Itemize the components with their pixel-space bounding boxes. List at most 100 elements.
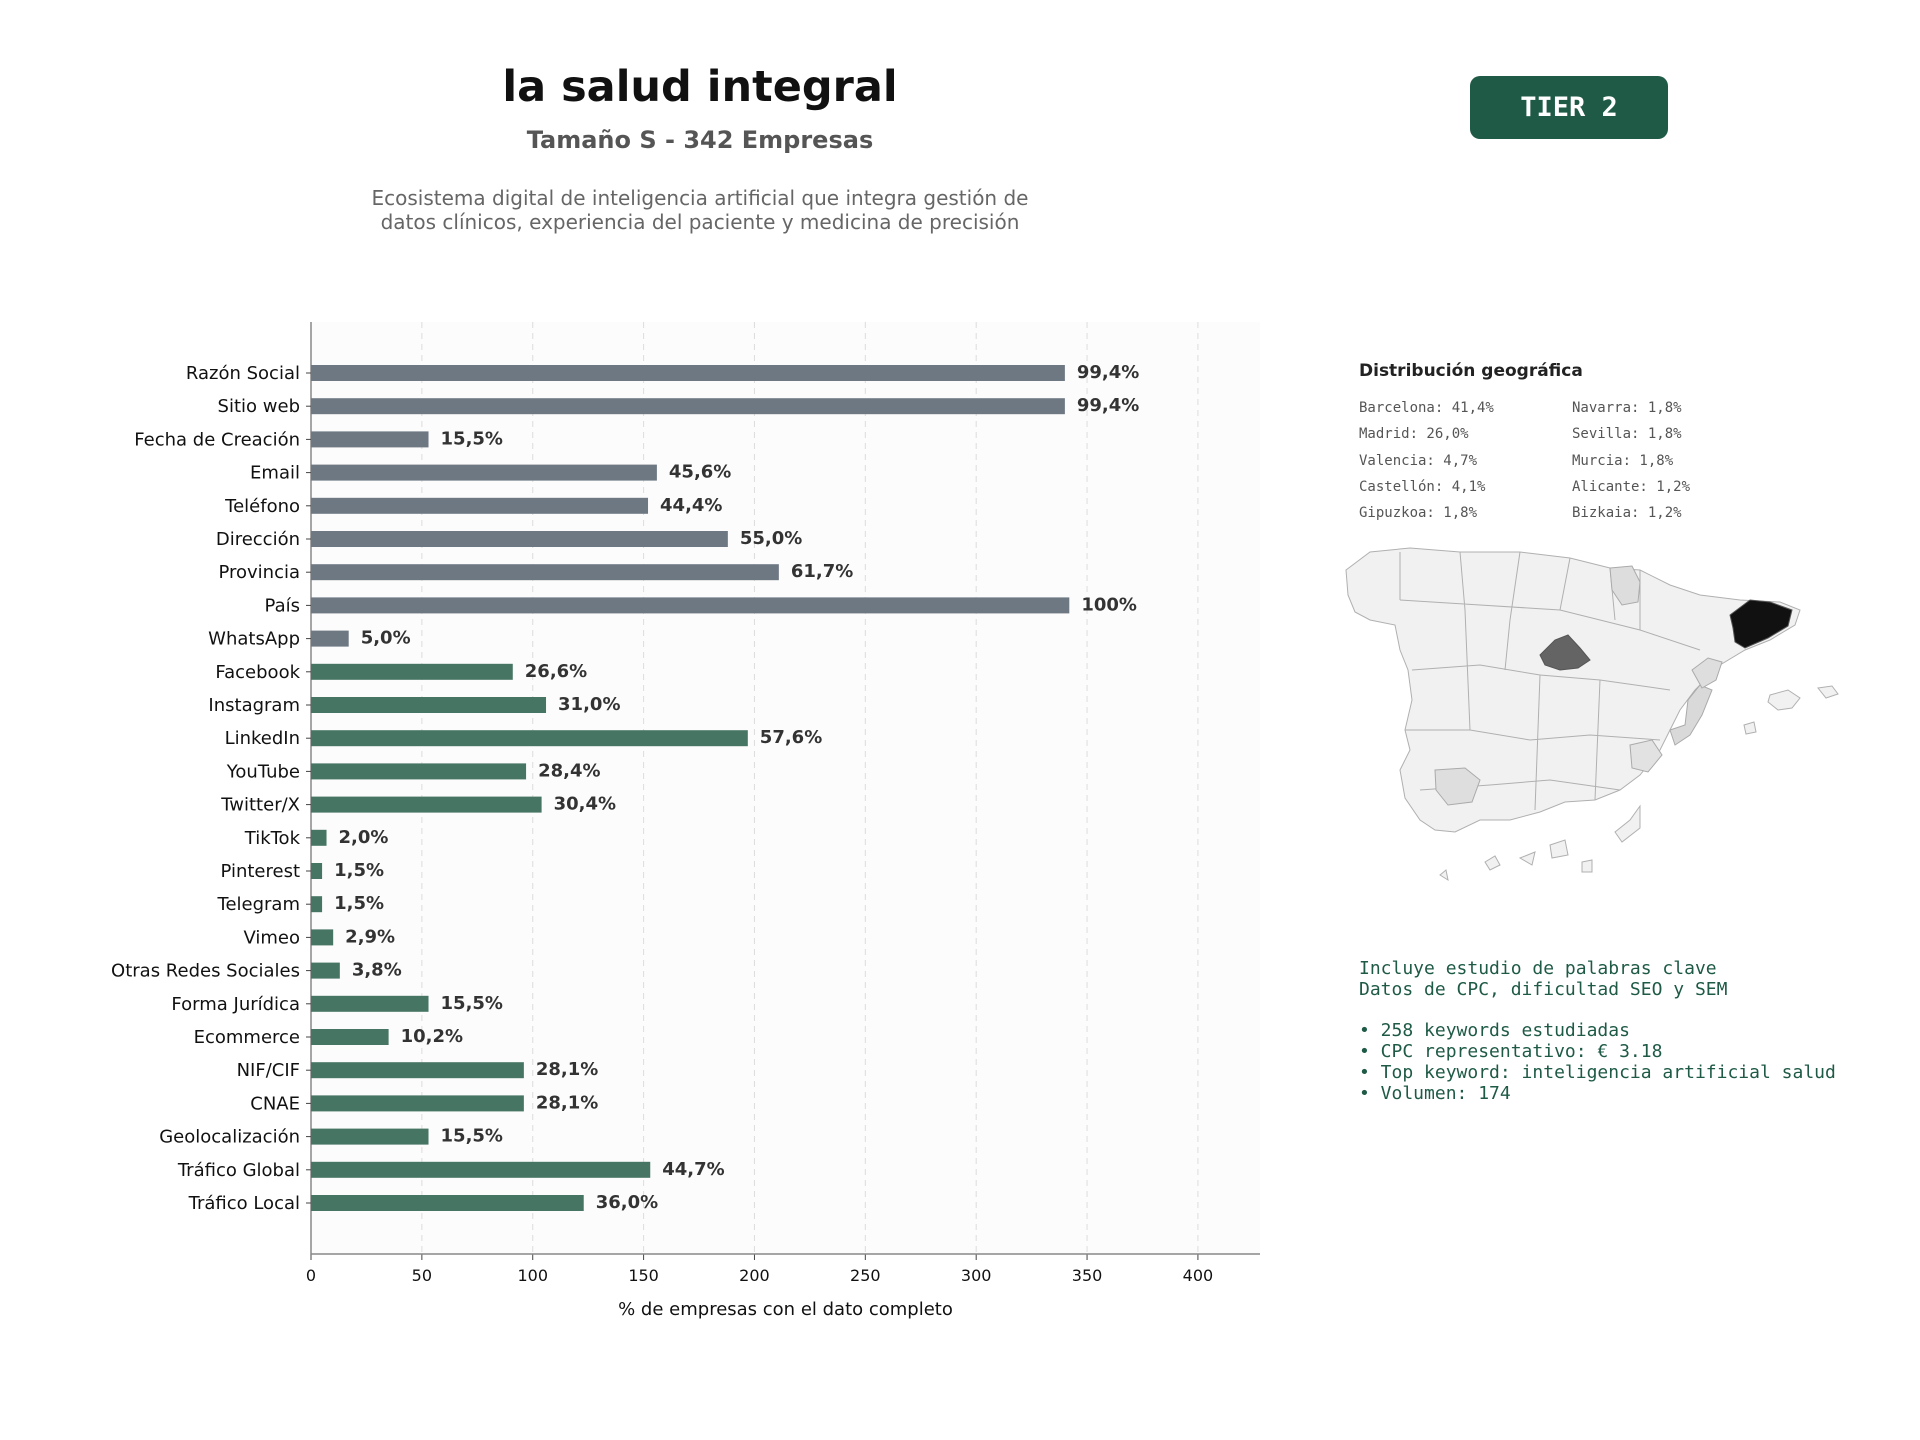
bar [311,1095,524,1112]
page-title: la salud integral [502,62,898,112]
map-region [1399,551,1701,811]
data-label: 45,6% [669,462,731,483]
category-label: Twitter/X [220,795,300,816]
x-tick-label: 0 [306,1266,316,1285]
x-axis-label: % de empresas con el dato completo [618,1299,953,1320]
map-castellon [1691,657,1723,689]
plot-area [311,322,1260,1254]
spain-map [1345,547,1839,882]
info-bullet: • Volumen: 174 [1359,1083,1511,1104]
x-tick-label: 250 [850,1266,881,1285]
bar [311,597,1070,614]
data-label: 15,5% [441,993,503,1014]
category-label: Sitio web [218,396,300,417]
geo-entry: Valencia: 4,7% [1359,452,1478,469]
category-label: Razón Social [186,363,300,384]
category-label: Tráfico Global [177,1160,300,1181]
category-label: País [265,595,300,616]
geo-list-col1: Barcelona: 41,4% Madrid: 26,0% Valencia:… [1359,399,1599,530]
data-label: 2,9% [345,926,395,947]
map-balearic [1743,685,1839,735]
bar [311,829,327,846]
data-label: 15,5% [441,1126,503,1147]
category-label: LinkedIn [225,728,300,749]
category-label: CNAE [250,1093,300,1114]
geo-entry: Barcelona: 41,4% [1359,400,1494,416]
category-label: Otras Redes Sociales [111,961,300,982]
page-subtitle: Tamaño S - 342 Empresas [526,126,874,154]
bar [311,763,527,780]
data-label: 1,5% [334,860,384,881]
data-label: 99,4% [1077,362,1139,383]
geo-list-col2: Navarra: 1,8% Sevilla: 1,8% Murcia: 1,8%… [1572,399,1812,530]
geo-entry: Bizkaia: 1,2% [1572,505,1682,522]
geo-entry: Murcia: 1,8% [1572,452,1674,469]
category-label: Teléfono [224,496,300,517]
data-label: 5,0% [361,628,411,649]
category-label: TikTok [244,828,301,849]
category-label: Email [250,463,300,484]
geo-entry: Alicante: 1,2% [1572,478,1691,495]
bar [311,796,542,813]
data-label: 44,4% [660,495,722,516]
geo-entry: Sevilla: 1,8% [1572,426,1682,443]
data-label: 100% [1081,594,1137,615]
map-murcia [1629,739,1663,773]
map-navarra [1609,565,1641,606]
bar [311,1161,651,1178]
geo-entry: Madrid: 26,0% [1359,426,1469,443]
x-tick-label: 200 [739,1266,770,1285]
data-label: 36,0% [596,1192,658,1213]
category-label: WhatsApp [208,629,300,650]
bar [311,730,748,747]
data-label: 28,1% [536,1059,598,1080]
category-label: Geolocalización [159,1127,300,1148]
geo-entry: Castellón: 4,1% [1359,478,1486,495]
bar [311,464,657,481]
x-tick-label: 400 [1183,1266,1214,1285]
bar [311,431,429,448]
data-label: 15,5% [441,428,503,449]
category-label: Vimeo [243,927,300,948]
info-line: Datos de CPC, dificultad SEO y SEM [1359,979,1728,1000]
tier-badge: TIER 2 [1470,76,1668,139]
bar [311,398,1065,415]
x-tick-label: 50 [412,1266,432,1285]
data-label: 28,1% [536,1092,598,1113]
data-label: 30,4% [554,794,616,815]
category-label: Dirección [216,529,300,550]
data-label: 55,0% [740,528,802,549]
page-description: Ecosistema digital de inteligencia artif… [371,186,1029,234]
coverage-bar-chart: 0 50 100 150 200 250 300 350 400 Razón Social 99,4… [111,322,1260,1320]
info-line: Incluye estudio de palabras clave [1359,958,1717,979]
bar [311,365,1065,381]
category-label: Forma Jurídica [171,994,300,1015]
bar [311,663,513,680]
category-label: Ecommerce [194,1027,300,1048]
category-label: Telegram [217,894,300,915]
info-bullet: • 258 keywords estudiadas [1359,1020,1630,1041]
bar [311,863,323,879]
data-label: 57,6% [760,727,822,748]
bar [311,1062,524,1079]
bar [311,962,340,979]
bar [311,1128,429,1145]
map-peninsula [1345,547,1801,833]
bar [311,896,323,913]
info-bullet: • CPC representativo: € 3.18 [1359,1041,1663,1062]
bar [311,630,349,647]
x-tick-label: 150 [628,1266,659,1285]
geo-title: Distribución geográfica [1359,361,1583,381]
map-canary [1439,804,1641,882]
bar [311,497,649,514]
category-label: Tráfico Local [188,1193,300,1214]
category-label: Pinterest [220,861,300,882]
data-label: 10,2% [401,1026,463,1047]
bar [311,697,547,713]
category-label: Fecha de Creación [134,429,300,450]
geo-entry: Navarra: 1,8% [1572,400,1682,416]
keyword-info: Incluye estudio de palabras clave Datos d… [1359,958,1836,1104]
category-label: Provincia [218,562,300,583]
data-label: 31,0% [558,694,620,715]
x-tick-label: 100 [517,1266,548,1285]
